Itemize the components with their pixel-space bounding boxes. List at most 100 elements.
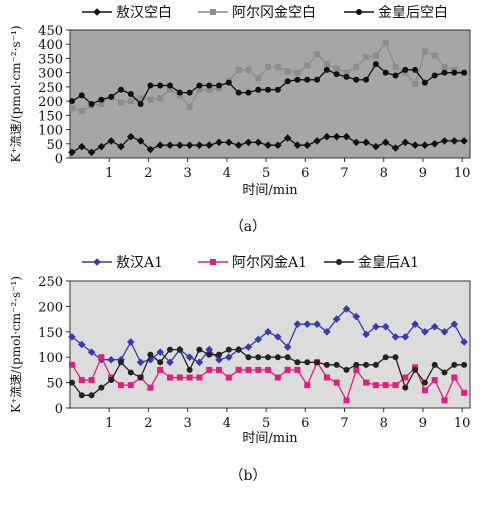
data-point — [88, 377, 95, 384]
data-point — [333, 379, 340, 386]
data-point — [323, 328, 331, 336]
data-point — [147, 82, 154, 89]
data-point — [234, 141, 243, 149]
data-point — [255, 86, 262, 93]
data-point — [402, 374, 409, 381]
data-point — [68, 361, 75, 368]
data-point — [206, 86, 213, 93]
data-point — [117, 142, 125, 151]
plot-area — [69, 29, 471, 159]
data-point — [137, 374, 144, 381]
data-point — [314, 359, 321, 366]
data-point — [186, 103, 193, 110]
x-tick-label: 1 — [105, 166, 113, 181]
data-point — [254, 138, 263, 147]
data-point — [283, 343, 292, 351]
data-point — [196, 374, 203, 381]
data-point — [97, 142, 106, 151]
data-point — [314, 51, 321, 58]
data-point — [98, 384, 105, 391]
data-point — [460, 338, 468, 346]
data-point — [235, 66, 242, 73]
data-point — [245, 66, 252, 73]
data-point — [216, 366, 223, 373]
data-point — [294, 69, 301, 76]
data-point — [333, 65, 340, 72]
x-tick-label: 1 — [105, 416, 113, 431]
data-point — [441, 69, 448, 76]
data-point — [117, 99, 124, 106]
chart-panel-a: 敖汉空白 阿尔冈金空白 金皇后空白 — [66, 5, 471, 162]
data-point — [196, 346, 203, 353]
legend-item-1: 阿尔冈金空白 — [198, 5, 316, 21]
legend-marker — [356, 9, 362, 15]
data-point — [225, 79, 232, 86]
data-point — [147, 96, 154, 103]
data-point — [77, 340, 86, 349]
legend-label: 敖汉A1 — [116, 255, 163, 271]
data-point — [313, 137, 321, 145]
data-point — [381, 138, 390, 147]
y-axis-title: K⁺流速/(pmol·cm⁻²·s⁻¹) — [9, 25, 23, 162]
data-point — [323, 61, 330, 68]
data-point — [107, 355, 115, 364]
x-axis-title: 时间/min — [242, 431, 298, 446]
x-tick-label: 5 — [262, 166, 270, 181]
data-point — [127, 382, 134, 389]
data-point — [274, 86, 281, 93]
data-point — [206, 82, 213, 89]
data-point — [274, 374, 281, 381]
panel-caption: （a） — [230, 219, 266, 235]
data-point — [225, 346, 232, 353]
legend-label: 金皇后空白 — [378, 5, 448, 21]
data-point — [430, 322, 439, 331]
data-point — [392, 72, 399, 79]
legend-item-1: 阿尔冈金A1 — [198, 255, 307, 271]
data-point — [108, 93, 115, 100]
data-point — [186, 366, 193, 373]
data-point — [440, 137, 449, 145]
data-point — [176, 141, 184, 149]
data-point — [382, 382, 389, 389]
data-point — [342, 132, 351, 141]
data-point — [343, 397, 350, 404]
data-point — [363, 54, 370, 61]
data-point — [78, 108, 85, 115]
data-point — [441, 397, 448, 404]
data-point — [343, 73, 350, 80]
data-point — [372, 322, 380, 331]
data-point — [225, 353, 233, 361]
data-point — [127, 369, 134, 376]
legend-item-0: 敖汉A1 — [82, 255, 163, 271]
data-point — [166, 141, 174, 149]
data-point — [382, 39, 389, 46]
legend-marker — [210, 259, 216, 265]
y-tick-label: 250 — [38, 81, 63, 96]
data-point — [362, 330, 370, 339]
data-point — [274, 354, 281, 361]
data-point — [353, 63, 360, 70]
series-0 — [68, 132, 468, 157]
y-tick-label: 200 — [38, 300, 63, 315]
data-point — [225, 138, 233, 147]
data-point — [332, 132, 341, 141]
data-point — [108, 377, 115, 384]
data-point — [274, 141, 282, 149]
data-point — [98, 96, 105, 103]
data-point — [441, 369, 448, 376]
data-point — [254, 335, 263, 344]
data-point — [195, 358, 204, 367]
y-tick-label: 300 — [38, 67, 63, 82]
data-point — [127, 98, 134, 105]
data-point — [68, 105, 75, 112]
chart-panel-b: 敖汉A1 阿尔冈金A1 金皇后A1 — [66, 255, 471, 412]
legend-marker — [93, 258, 101, 266]
data-point — [167, 82, 173, 89]
data-point — [255, 75, 262, 82]
data-point — [451, 374, 458, 381]
data-point — [451, 69, 458, 76]
data-point — [176, 374, 183, 381]
data-point — [421, 48, 428, 55]
data-point — [185, 353, 194, 361]
series-2 — [68, 61, 468, 107]
